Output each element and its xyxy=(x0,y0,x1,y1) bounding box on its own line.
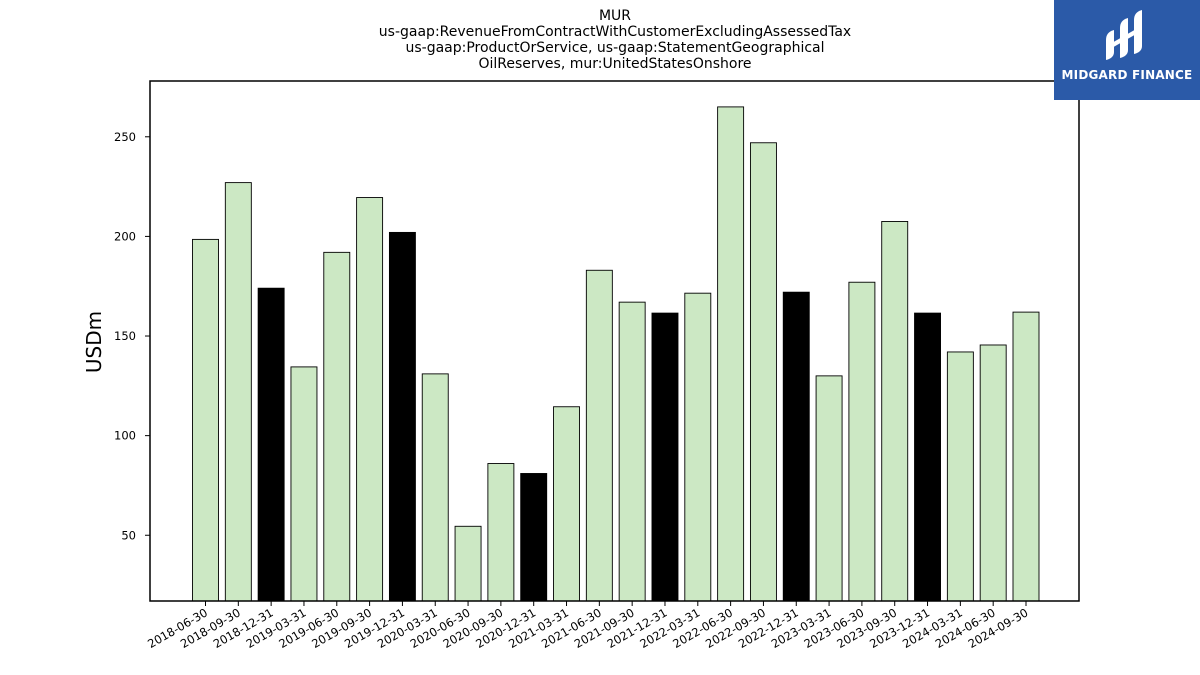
bar-2023-06-30 xyxy=(848,281,876,602)
bar-2020-09-30 xyxy=(487,463,515,602)
brand-logo: MIDGARD FINANCE xyxy=(1054,0,1200,100)
chart-title: MUR us-gaap:RevenueFromContractWithCusto… xyxy=(379,8,851,72)
bar-2023-03-31 xyxy=(815,375,843,602)
y-tick-label: 250 xyxy=(114,130,136,144)
chart-title-line-4: OilReserves, mur:UnitedStatesOnshore xyxy=(478,56,751,72)
bar-2019-09-30 xyxy=(356,197,384,602)
bar-series xyxy=(192,106,1040,602)
logo-text: MIDGARD FINANCE xyxy=(1061,68,1193,82)
chart-title-line-2: us-gaap:RevenueFromContractWithCustomerE… xyxy=(379,24,851,40)
bar-2018-09-30 xyxy=(224,182,252,602)
bar-2022-03-31 xyxy=(684,292,712,602)
bar-2024-03-31 xyxy=(946,351,974,602)
y-tick-label: 200 xyxy=(114,229,136,243)
bar-2019-12-31 xyxy=(388,231,416,602)
bar-2022-06-30 xyxy=(717,106,745,602)
bar-2021-12-31 xyxy=(651,312,679,602)
bar-2022-09-30 xyxy=(749,142,777,602)
bar-2021-09-30 xyxy=(618,301,646,602)
bar-2024-06-30 xyxy=(979,344,1007,602)
y-tick-label: 50 xyxy=(121,528,136,542)
midgard-logo-mark-icon xyxy=(1106,10,1142,60)
bar-2024-09-30 xyxy=(1012,311,1040,602)
bar-2018-12-31 xyxy=(257,287,285,602)
bar-2019-03-31 xyxy=(290,366,318,602)
bar-2020-12-31 xyxy=(520,473,548,602)
bar-2023-12-31 xyxy=(914,312,941,602)
bar-2023-09-30 xyxy=(881,221,909,602)
x-axis-ticks: 2018-06-302018-09-302018-12-312019-03-31… xyxy=(145,601,1031,651)
y-axis-label: USDm xyxy=(82,311,106,373)
bar-2022-12-31 xyxy=(782,291,810,602)
chart-title-line-3: us-gaap:ProductOrService, us-gaap:Statem… xyxy=(405,40,824,56)
bar-2021-03-31 xyxy=(553,406,580,602)
y-tick-label: 100 xyxy=(114,429,136,443)
y-axis-ticks: 50 100 150 200 250 xyxy=(114,130,150,542)
bar-2018-06-30 xyxy=(192,238,219,602)
bar-2020-03-31 xyxy=(421,373,449,602)
bar-2021-06-30 xyxy=(585,269,613,602)
bar-2019-06-30 xyxy=(323,251,351,602)
bar-2020-06-30 xyxy=(454,525,482,602)
plot-frame xyxy=(149,80,1080,602)
chart-title-line-1: MUR xyxy=(599,8,631,24)
y-tick-label: 150 xyxy=(114,329,136,343)
